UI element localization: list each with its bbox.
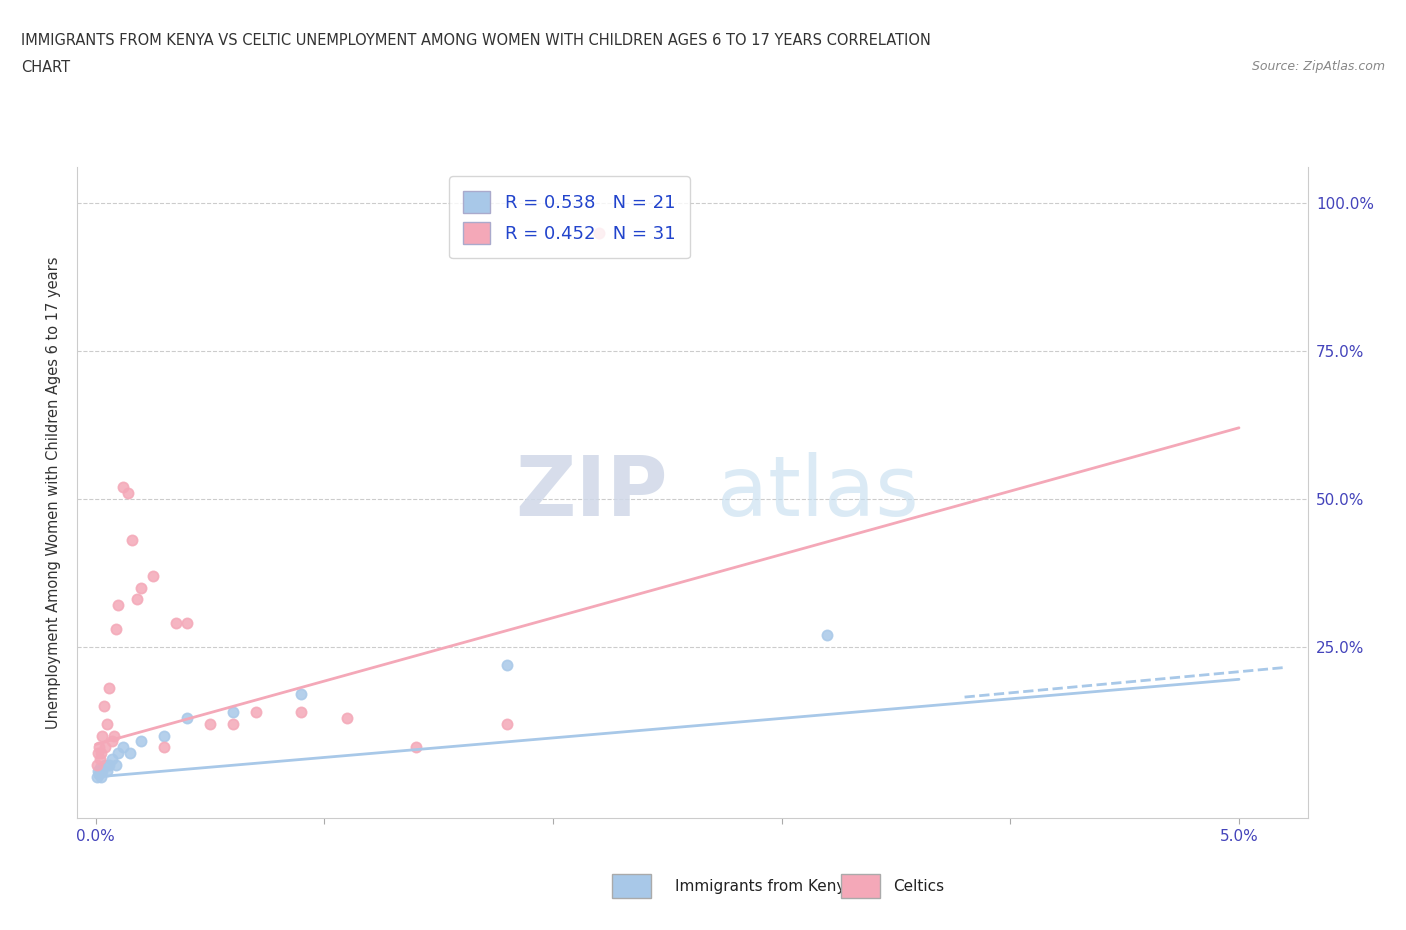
Point xyxy=(198,716,221,731)
Point xyxy=(103,728,125,743)
Text: CHART: CHART xyxy=(21,60,70,75)
Point xyxy=(112,480,135,495)
Point xyxy=(290,686,312,701)
Point xyxy=(91,728,114,743)
Point xyxy=(222,716,245,731)
Text: Source: ZipAtlas.com: Source: ZipAtlas.com xyxy=(1251,60,1385,73)
Point xyxy=(118,746,141,761)
Point xyxy=(86,758,108,773)
Point xyxy=(90,746,112,761)
Point xyxy=(142,568,165,583)
Point xyxy=(112,740,135,755)
Point xyxy=(153,728,176,743)
Point xyxy=(121,533,143,548)
Legend: R = 0.538   N = 21, R = 0.452   N = 31: R = 0.538 N = 21, R = 0.452 N = 31 xyxy=(449,177,690,259)
Point xyxy=(496,716,519,731)
Point xyxy=(98,681,121,696)
Text: atlas: atlas xyxy=(717,452,918,534)
Point xyxy=(336,711,359,725)
Point xyxy=(131,734,153,749)
Point xyxy=(105,758,128,773)
Text: ZIP: ZIP xyxy=(516,452,668,534)
Point xyxy=(96,716,118,731)
Text: Celtics: Celtics xyxy=(893,879,943,894)
Point xyxy=(290,704,312,719)
Point xyxy=(98,758,121,773)
Point xyxy=(87,740,110,755)
Point xyxy=(94,740,117,755)
Point xyxy=(176,616,198,631)
Point xyxy=(245,704,267,719)
Point xyxy=(94,758,117,773)
Point xyxy=(496,658,519,672)
Point xyxy=(165,616,187,631)
Text: Immigrants from Kenya: Immigrants from Kenya xyxy=(675,879,855,894)
Point xyxy=(815,628,838,643)
Point xyxy=(100,734,122,749)
Point xyxy=(87,764,110,778)
Point xyxy=(107,746,129,761)
Point xyxy=(107,598,129,613)
Point xyxy=(96,764,118,778)
Point xyxy=(153,740,176,755)
Point xyxy=(125,592,148,607)
Point xyxy=(86,769,108,784)
Point xyxy=(87,746,110,761)
Point xyxy=(105,621,128,636)
Y-axis label: Unemployment Among Women with Children Ages 6 to 17 years: Unemployment Among Women with Children A… xyxy=(46,257,62,729)
Text: IMMIGRANTS FROM KENYA VS CELTIC UNEMPLOYMENT AMONG WOMEN WITH CHILDREN AGES 6 TO: IMMIGRANTS FROM KENYA VS CELTIC UNEMPLOY… xyxy=(21,33,931,47)
Point xyxy=(87,766,110,781)
Point xyxy=(588,225,610,240)
Point xyxy=(131,580,153,595)
Point xyxy=(89,751,111,766)
Point xyxy=(93,698,115,713)
Point xyxy=(222,704,245,719)
Point xyxy=(176,711,198,725)
Point xyxy=(89,761,111,776)
Point xyxy=(405,740,427,755)
Point xyxy=(117,485,139,500)
Point xyxy=(100,751,122,766)
Point xyxy=(91,764,114,778)
Point xyxy=(90,769,112,784)
